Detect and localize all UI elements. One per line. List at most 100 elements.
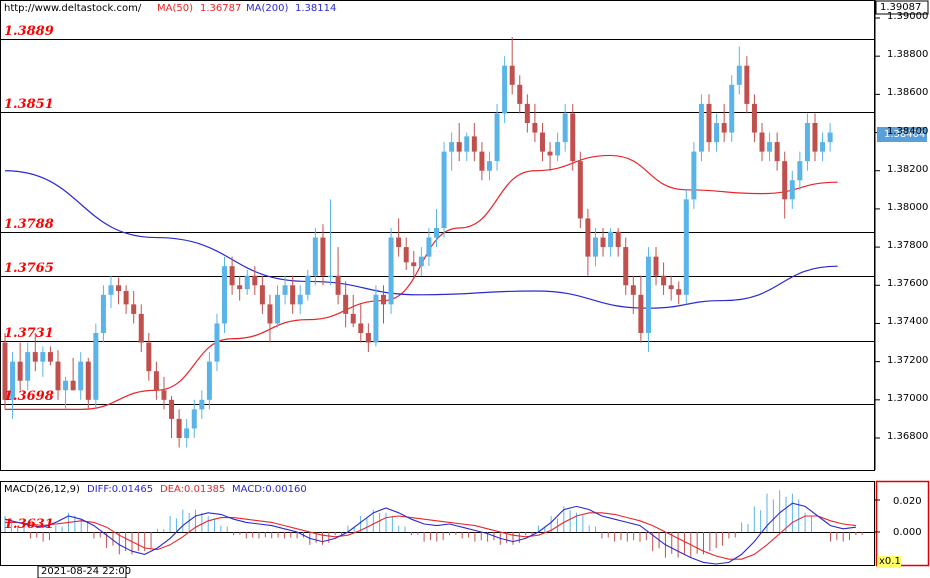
candle: [358, 304, 364, 343]
level-label: 1.3889: [4, 23, 54, 39]
candle: [85, 357, 91, 410]
y-tick-label: 1.38600: [887, 87, 929, 99]
candle: [123, 285, 129, 314]
candle: [698, 94, 704, 162]
candle: [40, 346, 46, 377]
y-tick-label: 1.38800: [887, 49, 929, 61]
candle: [297, 285, 303, 314]
candle: [328, 199, 334, 286]
candle: [592, 228, 598, 267]
ma200-line: [4, 170, 838, 309]
candle: [282, 275, 288, 305]
macd-diff-label: DIFF:0.01465: [87, 484, 154, 495]
candle: [486, 151, 492, 181]
candle: [153, 361, 159, 400]
candle: [365, 323, 371, 353]
candle: [812, 113, 818, 162]
macd-tick-1: 0.000: [893, 527, 922, 538]
candle: [653, 247, 659, 286]
ma200-label: MA(200): [246, 3, 289, 14]
candle: [214, 313, 220, 372]
candle: [714, 113, 720, 152]
ma200-value: 1.38114: [295, 3, 337, 14]
candle: [100, 285, 106, 343]
candle: [275, 285, 281, 328]
candle: [744, 56, 750, 114]
candle: [638, 275, 644, 343]
candle: [2, 333, 8, 410]
top-price-label: 1.39087: [880, 2, 922, 13]
candle: [229, 256, 235, 295]
candle: [418, 247, 424, 276]
candle: [464, 132, 470, 162]
y-tick-label: 1.37200: [887, 354, 929, 366]
candle: [63, 376, 69, 410]
candle: [411, 250, 417, 276]
candle: [471, 123, 477, 162]
candle: [517, 75, 523, 114]
candle: [199, 390, 205, 419]
candle: [524, 94, 530, 133]
scale-box: [877, 556, 901, 568]
candle: [577, 151, 583, 228]
candle: [305, 270, 311, 301]
candle: [381, 285, 386, 324]
candle: [562, 103, 568, 152]
candle: [767, 132, 773, 162]
candle: [267, 294, 273, 343]
candle: [759, 123, 765, 162]
candle: [78, 352, 84, 400]
candle: [403, 237, 409, 270]
candle: [676, 281, 682, 305]
candle: [479, 142, 485, 181]
candle: [93, 323, 99, 410]
candle: [388, 228, 394, 314]
candle: [259, 275, 265, 314]
level-label: 1.3631: [4, 516, 54, 532]
candle: [108, 275, 114, 309]
candle: [116, 277, 122, 305]
candle: [237, 275, 243, 301]
candle: [433, 208, 439, 248]
scale-label: x0.1: [879, 556, 901, 567]
candle: [691, 142, 697, 209]
macd-tick-0: 0.020: [893, 496, 922, 507]
candle: [608, 228, 614, 257]
macd-title: MACD(26,12,9): [4, 484, 80, 495]
y-tick-label: 1.38200: [887, 163, 929, 175]
candle: [131, 291, 137, 324]
y-tick-label: 1.38000: [887, 201, 929, 213]
macd-dea-line: [5, 512, 856, 560]
level-label: 1.3731: [4, 325, 54, 341]
level-label: 1.3851: [4, 96, 54, 112]
candle: [547, 142, 553, 171]
candle: [820, 132, 826, 162]
date-label: 2021-08-24 22:00: [41, 566, 132, 577]
candle: [396, 218, 402, 257]
candle: [169, 396, 175, 438]
candle: [585, 208, 591, 276]
candle: [176, 409, 182, 448]
candle: [721, 103, 727, 143]
candle: [600, 228, 606, 257]
y-tick-label: 1.37000: [887, 392, 929, 404]
candle: [206, 352, 212, 410]
macd-axis-highlight: [875, 480, 930, 567]
candle: [555, 132, 561, 162]
candle: [335, 247, 341, 305]
candle: [222, 256, 228, 333]
candle: [456, 123, 462, 162]
candle: [789, 170, 795, 209]
candle: [502, 56, 508, 123]
candle: [138, 304, 144, 353]
candle: [449, 132, 455, 171]
macd-pane-frame: [0, 481, 875, 566]
candle: [47, 346, 53, 366]
candle: [426, 228, 432, 267]
macd-value-label: MACD:0.00160: [232, 484, 307, 495]
y-tick-label: 1.37800: [887, 240, 929, 252]
header-site[interactable]: http://www.deltastock.com/: [4, 3, 142, 14]
ma50-label: MA(50): [157, 3, 193, 14]
candle: [774, 132, 780, 171]
